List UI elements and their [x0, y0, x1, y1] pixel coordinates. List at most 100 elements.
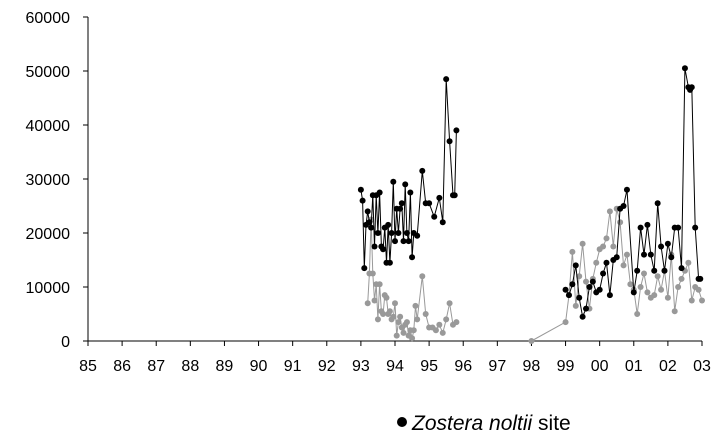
data-point: [369, 270, 376, 277]
x-tick-label: 96: [454, 358, 472, 375]
data-point: [439, 219, 446, 226]
data-point: [386, 308, 393, 315]
data-point: [695, 286, 702, 293]
data-point: [576, 273, 583, 280]
data-point: [617, 219, 624, 226]
data-point: [414, 316, 421, 323]
data-point: [403, 319, 410, 326]
data-point: [383, 294, 390, 301]
data-point: [414, 232, 421, 239]
data-point: [426, 200, 433, 207]
data-point: [565, 292, 572, 299]
legend-marker: [397, 417, 407, 427]
data-point: [675, 224, 682, 231]
x-tick-label: 86: [113, 358, 131, 375]
data-point: [685, 259, 692, 266]
data-point: [412, 302, 419, 309]
data-point: [651, 292, 658, 299]
data-point: [357, 186, 364, 193]
data-point: [569, 281, 576, 288]
data-point: [600, 270, 607, 277]
data-point: [675, 284, 682, 290]
data-point: [576, 294, 583, 301]
data-point: [678, 265, 685, 272]
data-point: [572, 262, 579, 269]
data-point: [699, 297, 705, 304]
data-point: [630, 289, 637, 296]
data-point: [603, 235, 610, 242]
data-point: [634, 311, 641, 317]
data-point: [688, 84, 695, 91]
x-tick-label: 92: [318, 358, 336, 375]
x-tick-label: 99: [557, 358, 575, 375]
data-point: [446, 138, 453, 145]
data-point: [392, 300, 398, 307]
series-layer: [357, 65, 705, 344]
data-point: [431, 213, 438, 220]
data-point: [678, 275, 685, 282]
data-point: [610, 243, 617, 250]
data-point: [596, 286, 603, 293]
data-point: [393, 332, 400, 339]
data-point: [386, 259, 393, 266]
data-point: [439, 329, 446, 336]
data-point: [697, 275, 704, 282]
data-point: [443, 76, 450, 83]
data-point: [359, 197, 366, 204]
data-point: [432, 327, 439, 334]
data-point: [395, 230, 402, 236]
data-point: [388, 230, 395, 236]
x-tick-label: 94: [386, 358, 404, 375]
data-point: [446, 300, 453, 307]
data-point: [374, 230, 381, 236]
data-point: [651, 267, 658, 274]
x-tick-label: 89: [216, 358, 234, 375]
data-point: [374, 316, 381, 323]
data-point: [453, 319, 460, 326]
data-point: [579, 240, 586, 247]
data-point: [623, 251, 630, 258]
x-tick-label: 98: [523, 358, 541, 375]
data-point: [409, 254, 416, 261]
data-point: [562, 319, 569, 326]
y-tick-label: 20000: [26, 226, 71, 243]
legend: Zostera noltii site: [397, 412, 571, 435]
x-tick-label: 95: [420, 358, 438, 375]
data-point: [637, 224, 644, 231]
data-point: [436, 321, 443, 328]
x-tick-label: 00: [591, 358, 609, 375]
data-point: [419, 167, 426, 174]
data-point: [623, 186, 630, 193]
y-tick-label: 40000: [26, 118, 71, 135]
data-point: [603, 259, 610, 266]
data-point: [422, 311, 429, 317]
data-point: [403, 230, 410, 236]
data-point: [593, 259, 600, 266]
data-point: [681, 65, 688, 72]
data-point: [586, 284, 593, 290]
data-point: [397, 313, 404, 320]
y-tick-label: 10000: [26, 280, 71, 297]
data-point: [390, 178, 397, 185]
data-point: [410, 327, 417, 334]
y-tick-label: 30000: [26, 172, 71, 189]
data-point: [589, 278, 596, 285]
series-2: [364, 205, 705, 344]
data-point: [644, 221, 651, 228]
data-point: [402, 181, 409, 188]
data-point: [562, 286, 569, 293]
data-point: [572, 302, 579, 309]
data-point: [376, 281, 383, 288]
x-tick-label: 85: [79, 358, 97, 375]
data-point: [405, 238, 412, 245]
data-point: [641, 270, 648, 277]
data-point: [692, 224, 699, 231]
data-point: [400, 238, 407, 245]
data-point: [620, 262, 627, 269]
data-point: [368, 224, 375, 231]
data-point: [400, 329, 407, 336]
data-point: [453, 127, 460, 134]
y-tick-label: 60000: [26, 10, 71, 27]
data-point: [392, 238, 398, 245]
